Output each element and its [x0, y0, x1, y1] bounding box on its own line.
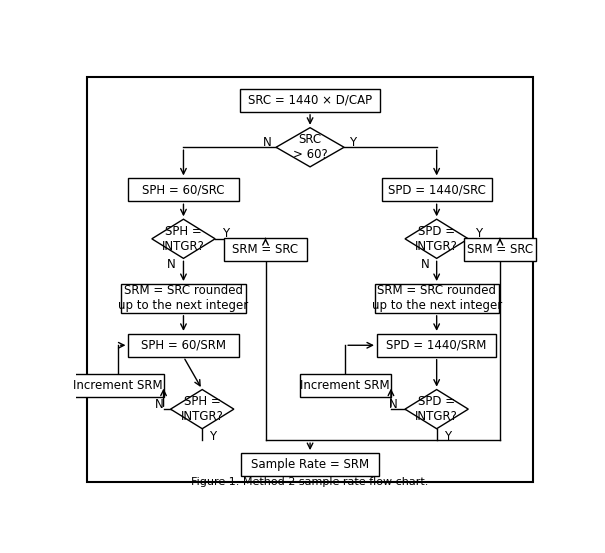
Text: N: N	[389, 398, 398, 410]
Text: Y: Y	[443, 430, 451, 443]
Bar	[128, 334, 238, 357]
Bar	[128, 179, 238, 201]
Bar	[382, 179, 492, 201]
Text: SPD =
INTGR?: SPD = INTGR?	[415, 225, 458, 253]
Text: N: N	[420, 258, 430, 272]
Text: SPH =
INTGR?: SPH = INTGR?	[162, 225, 205, 253]
Text: SRM = SRC: SRM = SRC	[467, 243, 533, 256]
Bar	[463, 238, 536, 261]
Text: Y: Y	[476, 227, 482, 240]
Text: Y: Y	[349, 135, 356, 149]
Bar	[377, 334, 497, 357]
Polygon shape	[152, 219, 215, 258]
Text: SPD = 1440/SRM: SPD = 1440/SRM	[387, 339, 487, 352]
Text: Figure 1. Method 2 sample rate flow chart.: Figure 1. Method 2 sample rate flow char…	[191, 477, 429, 487]
Bar	[72, 374, 163, 397]
Text: Increment SRM: Increment SRM	[301, 379, 390, 392]
Text: SRM = SRC rounded
up to the next integer: SRM = SRC rounded up to the next integer	[371, 284, 502, 312]
Bar	[299, 374, 391, 397]
Text: N: N	[168, 258, 176, 272]
Text: N: N	[263, 135, 272, 149]
Text: SPH =
INTGR?: SPH = INTGR?	[181, 395, 224, 423]
Bar	[224, 238, 307, 261]
Text: SPD =
INTGR?: SPD = INTGR?	[415, 395, 458, 423]
Bar	[240, 89, 381, 112]
Text: SRC
> 60?: SRC > 60?	[293, 133, 327, 161]
Text: SPD = 1440/SRC: SPD = 1440/SRC	[388, 184, 486, 196]
Text: Y: Y	[209, 430, 217, 443]
Text: Increment SRM: Increment SRM	[73, 379, 163, 392]
Text: SRM = SRC: SRM = SRC	[232, 243, 299, 256]
Text: SPH = 60/SRM: SPH = 60/SRM	[141, 339, 226, 352]
Text: N: N	[155, 398, 163, 410]
Polygon shape	[171, 389, 234, 429]
Bar	[122, 284, 246, 313]
Polygon shape	[405, 219, 468, 258]
Bar	[241, 453, 379, 476]
Bar	[374, 284, 499, 313]
Text: SRM = SRC rounded
up to the next integer: SRM = SRC rounded up to the next integer	[119, 284, 249, 312]
Text: SPH = 60/SRC: SPH = 60/SRC	[142, 184, 224, 196]
Text: SRC = 1440 × D/CAP: SRC = 1440 × D/CAP	[248, 94, 372, 107]
Text: Y: Y	[222, 227, 229, 240]
Polygon shape	[405, 389, 468, 429]
Text: Sample Rate = SRM: Sample Rate = SRM	[251, 458, 369, 471]
Polygon shape	[276, 128, 344, 167]
